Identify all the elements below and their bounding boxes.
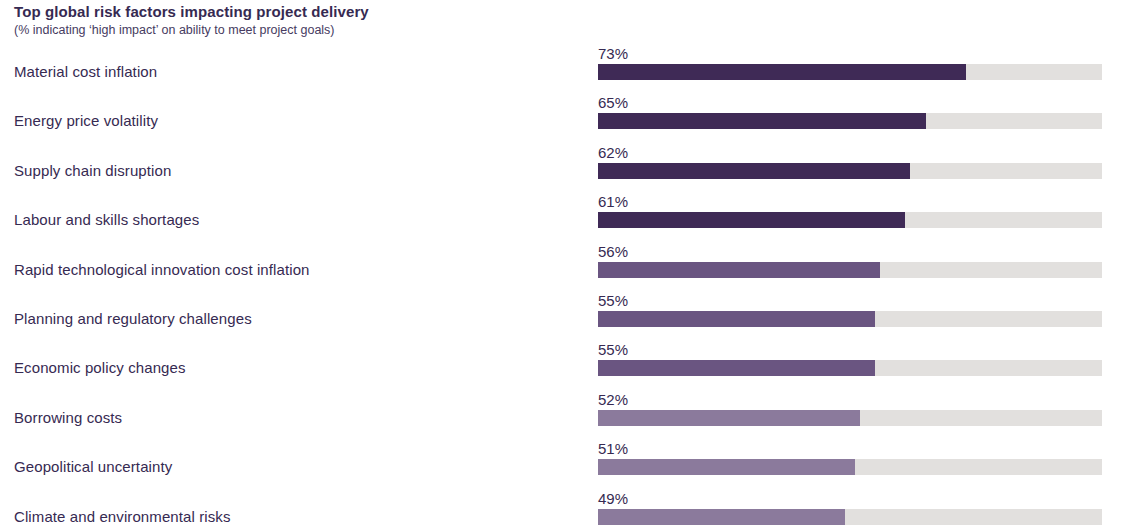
bar-track [598,212,1102,228]
bar-fill [598,113,926,129]
value-label: 56% [598,244,1102,262]
chart-row: Supply chain disruption 62% [0,145,1127,194]
chart-title: Top global risk factors impacting projec… [14,3,369,20]
chart-row: Material cost inflation 73% [0,46,1127,95]
chart-row: Energy price volatility 65% [0,95,1127,144]
bar-fill [598,459,855,475]
chart-row: Rapid technological innovation cost infl… [0,244,1127,293]
value-label: 65% [598,95,1102,113]
chart-header: Top global risk factors impacting projec… [14,3,369,37]
chart-subtitle: (% indicating ‘high impact’ on ability t… [14,23,369,37]
bar-track [598,311,1102,327]
chart-row: Borrowing costs 52% [0,392,1127,441]
bar-area: 56% [598,244,1127,293]
category-label: Geopolitical uncertainty [0,441,598,490]
bar-area: 49% [598,491,1127,528]
value-label: 55% [598,293,1102,311]
chart-row: Geopolitical uncertainty 51% [0,441,1127,490]
category-label: Supply chain disruption [0,145,598,194]
bar-area: 73% [598,46,1127,95]
value-label: 55% [598,342,1102,360]
chart-row: Labour and skills shortages 61% [0,194,1127,243]
chart-row: Planning and regulatory challenges 55% [0,293,1127,342]
bar-area: 52% [598,392,1127,441]
chart-canvas: Top global risk factors impacting projec… [0,0,1127,528]
value-label: 49% [598,491,1102,509]
value-label: 61% [598,194,1102,212]
category-label: Planning and regulatory challenges [0,293,598,342]
category-label: Energy price volatility [0,95,598,144]
bar-track [598,459,1102,475]
bar-area: 62% [598,145,1127,194]
category-label: Material cost inflation [0,46,598,95]
bar-fill [598,311,875,327]
value-label: 52% [598,392,1102,410]
bar-fill [598,64,966,80]
bar-track [598,360,1102,376]
bar-area: 55% [598,342,1127,391]
bar-fill [598,509,845,525]
chart-row: Economic policy changes 55% [0,342,1127,391]
value-label: 62% [598,145,1102,163]
bar-track [598,64,1102,80]
bar-track [598,262,1102,278]
bar-track [598,410,1102,426]
bar-area: 65% [598,95,1127,144]
bar-fill [598,212,905,228]
value-label: 73% [598,46,1102,64]
chart-row: Climate and environmental risks 49% [0,491,1127,528]
bar-track [598,113,1102,129]
bar-area: 51% [598,441,1127,490]
category-label: Labour and skills shortages [0,194,598,243]
bar-fill [598,360,875,376]
bar-fill [598,410,860,426]
category-label: Climate and environmental risks [0,491,598,528]
value-label: 51% [598,441,1102,459]
chart-rows: Material cost inflation 73% Energy price… [0,46,1127,528]
bar-area: 55% [598,293,1127,342]
category-label: Rapid technological innovation cost infl… [0,244,598,293]
category-label: Economic policy changes [0,342,598,391]
bar-track [598,509,1102,525]
bar-track [598,163,1102,179]
bar-area: 61% [598,194,1127,243]
category-label: Borrowing costs [0,392,598,441]
bar-fill [598,163,910,179]
bar-fill [598,262,880,278]
